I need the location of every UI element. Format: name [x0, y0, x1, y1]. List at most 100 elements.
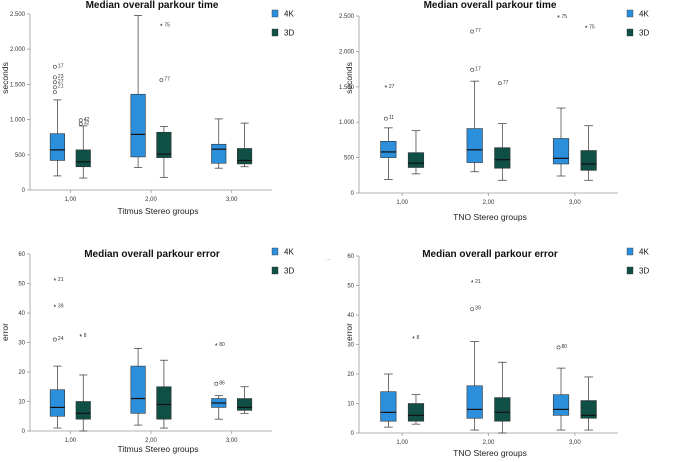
outlier-star: *: [412, 336, 415, 343]
y-axis-label: seconds: [344, 62, 354, 94]
x-tick-label: 3,00: [569, 200, 581, 206]
outlier-label: 17: [58, 63, 64, 69]
outlier-circle: [556, 345, 561, 350]
x-tick-label: 1,00: [64, 438, 76, 444]
box-4K-2,00: [130, 365, 146, 414]
chart-title: Median overall parkour time: [86, 0, 219, 11]
outlier-circle: [214, 381, 219, 386]
x-axis-label: TNO Stereo groups: [453, 212, 527, 222]
box-3D-3,00: [237, 398, 253, 411]
y-tick-label: 30: [18, 341, 25, 347]
y-tick-label: 0: [351, 431, 355, 437]
outlier-label: 17: [475, 66, 481, 72]
outlier-star: *: [54, 305, 57, 312]
outlier-label: 11: [389, 115, 394, 121]
legend-swatch-4K: [626, 247, 634, 256]
box-3D-1,00: [75, 149, 91, 168]
legend-swatch-3D: [626, 266, 634, 275]
y-tick-label: 1.500: [10, 82, 26, 88]
box-4K-1,00: [49, 133, 65, 161]
box-4K-3,00: [552, 138, 570, 165]
outlier-circle: [53, 337, 57, 342]
box-4K-3,00: [211, 143, 227, 164]
y-tick-label: 2.500: [10, 12, 26, 18]
outlier-label: 80: [219, 342, 225, 348]
box-4K-3,00: [552, 394, 570, 416]
y-tick-label: 0: [351, 191, 355, 197]
y-tick-label: 50: [18, 282, 25, 288]
y-tick-label: 1.000: [10, 118, 26, 124]
box-3D-3,00: [580, 150, 597, 171]
outlier-circle: [78, 118, 83, 123]
outlier-star: *: [585, 26, 588, 33]
outlier-label: 77: [475, 28, 481, 34]
y-axis-label: seconds: [0, 62, 10, 94]
outlier-label: 75: [562, 14, 568, 20]
outlier-star: *: [471, 280, 474, 287]
outlier-star: *: [79, 334, 82, 341]
legend-label-3D: 3D: [284, 267, 294, 276]
box-3D-2,00: [494, 397, 511, 422]
outlier-label: 24: [58, 336, 64, 342]
y-tick-label: 30: [347, 343, 354, 349]
y-tick-label: 500: [344, 156, 355, 162]
y-tick-label: 50: [347, 284, 354, 290]
legend-label-3D: 3D: [284, 29, 294, 38]
legend-label-3D: 3D: [639, 29, 649, 38]
x-tick-label: 3,00: [226, 438, 238, 444]
x-tick-label: 3,00: [226, 197, 238, 203]
outlier-label: 75: [164, 22, 170, 28]
y-axis-label: error: [0, 323, 10, 341]
x-tick-label: 3,00: [569, 440, 581, 446]
legend-swatch-4K: [271, 247, 279, 256]
y-tick-label: 0: [22, 429, 26, 435]
box-3D-2,00: [494, 147, 511, 169]
chart-title: Median overall parkour time: [424, 0, 557, 11]
outlier-label: 39: [58, 304, 64, 310]
y-axis-label: error: [344, 323, 354, 341]
y-tick-label: 2.500: [339, 14, 355, 20]
outlier-circle: [53, 85, 57, 90]
outlier-circle: [470, 67, 475, 72]
legend-swatch-3D: [271, 266, 279, 275]
outlier-circle: [497, 81, 502, 86]
outlier-star: *: [384, 85, 387, 92]
legend-swatch-3D: [626, 28, 634, 37]
x-tick-label: 2,00: [145, 438, 157, 444]
outlier-label: 80: [562, 344, 568, 350]
outlier-label: 27: [389, 84, 395, 90]
outlier-star: *: [215, 343, 218, 350]
ellipsis-mark: ...: [326, 256, 331, 262]
y-tick-label: 20: [18, 370, 25, 376]
box-4K-2,00: [466, 385, 483, 419]
outlier-circle: [53, 80, 57, 85]
box-4K-1,00: [380, 141, 397, 158]
outlier-label: 21: [58, 84, 64, 90]
y-tick-label: 10: [18, 400, 25, 406]
box-3D-3,00: [580, 400, 597, 419]
outlier-label: 32: [84, 120, 90, 126]
x-tick-label: 1,00: [64, 197, 76, 203]
y-tick-label: 1.500: [339, 85, 355, 91]
chart-panel-2: [356, 9, 634, 196]
chart-title: Median overall parkour error: [422, 249, 558, 260]
y-tick-label: 40: [18, 311, 25, 317]
legend-label-4K: 4K: [284, 10, 294, 19]
y-tick-label: 10: [347, 402, 354, 408]
x-tick-label: 1,00: [396, 200, 408, 206]
outlier-label: 42: [84, 117, 90, 123]
outlier-circle: [470, 307, 475, 312]
outlier-circle: [159, 78, 164, 83]
box-3D-1,00: [75, 401, 91, 420]
legend-label-4K: 4K: [639, 10, 649, 19]
outlier-circle: [470, 29, 475, 34]
outlier-circle: [53, 75, 57, 80]
outlier-label: 86: [219, 380, 225, 386]
outlier-star: *: [54, 278, 57, 285]
box-4K-2,00: [130, 93, 146, 158]
outlier-circle: [78, 121, 83, 126]
legend-swatch-4K: [626, 9, 634, 18]
y-tick-label: 500: [15, 153, 26, 159]
outlier-label: 39: [475, 306, 481, 312]
